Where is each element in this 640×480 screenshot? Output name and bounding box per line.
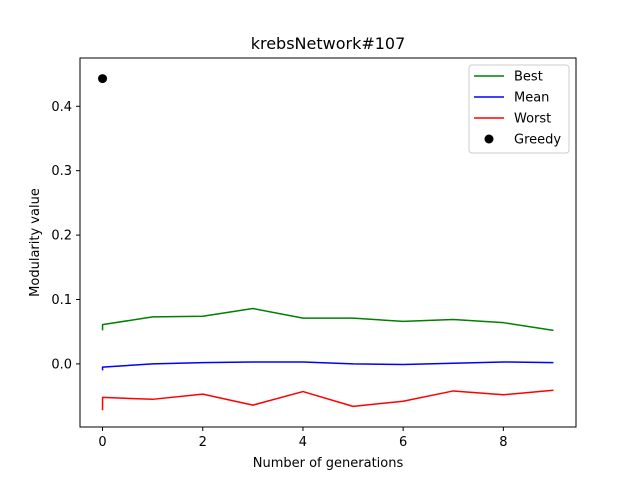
series-mean-line [101,361,554,371]
y-tick-label: 0.3 [51,164,72,179]
series-best-line [101,307,554,332]
y-tick-label: 0.0 [51,357,72,372]
x-tick-label: 8 [499,435,507,450]
legend-box [468,64,570,154]
legend-greedy-label: Greedy [514,133,561,148]
legend: Best Mean Worst Greedy [468,64,570,154]
series-worst-line [101,389,554,411]
x-tick-label: 2 [199,435,207,450]
x-tick-label: 0 [98,435,106,450]
series-greedy-point [98,74,108,84]
legend-mean-label: Mean [514,91,549,106]
x-axis-ticks: 0 2 4 6 8 [98,427,507,450]
legend-best-label: Best [514,70,543,85]
legend-worst-label: Worst [514,112,551,127]
x-axis-label: Number of generations [253,456,404,471]
plot-frame [79,57,577,428]
y-tick-label: 0.2 [51,229,72,244]
y-axis-label: Modularity value [28,188,43,297]
x-tick-label: 6 [399,435,407,450]
y-tick-label: 0.4 [51,100,72,115]
x-tick-label: 4 [299,435,307,450]
y-tick-label: 0.1 [51,293,72,308]
chart-title: krebsNetwork#107 [251,34,406,53]
legend-greedy-marker [484,134,494,144]
plot-series [98,74,554,411]
y-axis-ticks: 0.0 0.1 0.2 0.3 0.4 [51,100,80,372]
